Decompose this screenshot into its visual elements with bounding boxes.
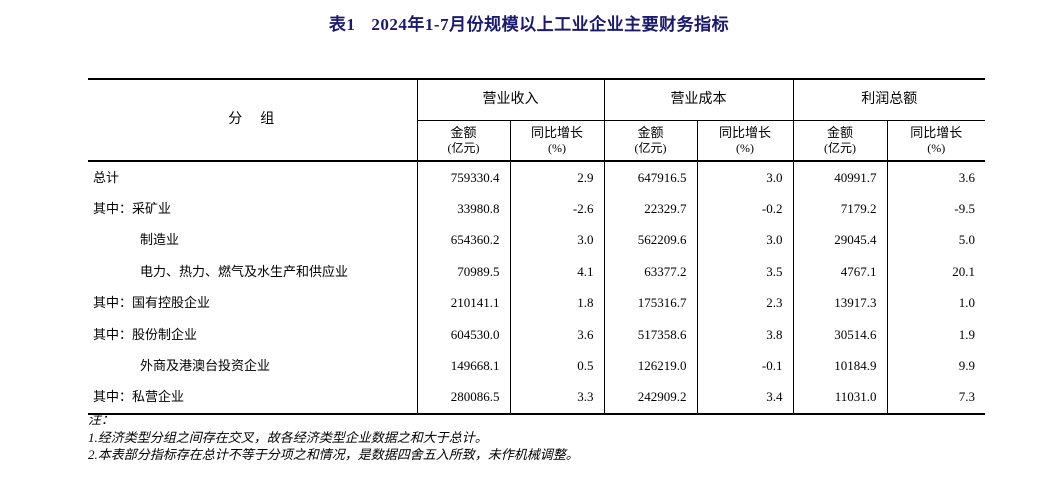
cost-growth: 3.0 xyxy=(696,224,793,257)
profit-growth: 5.0 xyxy=(886,224,985,257)
cost-amount: 562209.6 xyxy=(603,224,697,257)
revenue-growth: 3.6 xyxy=(509,318,604,351)
cost-growth: 3.8 xyxy=(696,318,793,351)
revenue-growth: -2.6 xyxy=(509,193,604,225)
cost-amount: 22329.7 xyxy=(603,193,697,225)
subheader-growth-label: 同比增长 xyxy=(530,124,583,140)
revenue-growth: 4.1 xyxy=(509,256,604,288)
revenue-growth: 3.3 xyxy=(509,381,604,416)
financial-indicators-table: 分 组 营业收入 营业成本 利润总额 金额 (亿元) 同比增长 (%) 金额 (… xyxy=(88,78,985,416)
revenue-amount: 33980.8 xyxy=(416,193,510,225)
header-operating-cost: 营业成本 xyxy=(603,78,793,121)
row-label: 总计 xyxy=(93,169,120,185)
revenue-amount: 280086.5 xyxy=(416,381,510,416)
subheader-amount-label: 金额 xyxy=(450,124,477,140)
subheader-growth-label: 同比增长 xyxy=(910,124,963,140)
revenue-growth: 0.5 xyxy=(509,350,604,382)
profit-amount: 40991.7 xyxy=(792,161,887,194)
notes-heading: 注： xyxy=(88,412,115,427)
revenue-growth: 1.8 xyxy=(509,287,604,319)
revenue-amount: 210141.1 xyxy=(416,287,510,319)
header-total-profit: 利润总额 xyxy=(792,78,985,121)
profit-amount: 10184.9 xyxy=(792,350,887,382)
profit-amount: 7179.2 xyxy=(792,193,887,225)
row-label: 其中：股份制企业 xyxy=(93,326,198,342)
table-row-state-holding: 其中：国有控股企业 210141.1 1.8 175316.7 2.3 1391… xyxy=(88,287,985,319)
profit-growth: 1.9 xyxy=(886,318,985,351)
profit-growth: -9.5 xyxy=(886,193,985,225)
cost-growth: 3.4 xyxy=(696,381,793,416)
revenue-amount: 759330.4 xyxy=(416,161,510,194)
row-label: 其中：私营企业 xyxy=(88,381,417,416)
cost-amount: 517358.6 xyxy=(603,318,697,351)
profit-growth: 7.3 xyxy=(886,381,985,416)
cost-growth: 3.5 xyxy=(696,256,793,288)
subheader-growth-unit: (%) xyxy=(548,141,566,156)
revenue-amount: 70989.5 xyxy=(416,256,510,288)
row-label: 其中：国有控股企业 xyxy=(93,295,211,311)
row-label: 电力、热力、燃气及水生产和供应业 xyxy=(140,263,349,279)
profit-amount: 11031.0 xyxy=(792,381,887,416)
table-row-utilities: 电力、热力、燃气及水生产和供应业 70989.5 4.1 63377.2 3.5… xyxy=(88,256,985,288)
row-label: 其中：采矿业 xyxy=(93,200,172,216)
subheader-profit-growth: 同比增长 (%) xyxy=(886,120,985,162)
subheader-cost-growth: 同比增长 (%) xyxy=(696,120,793,162)
table-title-text: 2024年1-7月份规模以上工业企业主要财务指标 xyxy=(371,15,730,34)
cost-amount: 647916.5 xyxy=(603,161,697,194)
profit-growth: 3.6 xyxy=(886,161,985,194)
subheader-amount-label: 金额 xyxy=(826,124,853,140)
header-operating-revenue: 营业收入 xyxy=(416,78,604,121)
cost-amount: 175316.7 xyxy=(603,287,697,319)
profit-amount: 30514.6 xyxy=(792,318,887,351)
table-row-private: 其中：私营企业 280086.5 3.3 242909.2 3.4 11031.… xyxy=(88,381,985,416)
note-item-2: 2.本表部分指标存在总计不等于分项之和情况，是数据四舍五入所致，未作机械调整。 xyxy=(88,447,579,462)
row-label: 制造业 xyxy=(140,232,180,248)
header-group-column: 分 组 xyxy=(88,78,417,162)
table-notes: 注： 1.经济类型分组之间存在交叉，故各经济类型企业数据之和大于总计。 2.本表… xyxy=(88,411,579,464)
subheader-growth-unit: (%) xyxy=(927,141,946,156)
profit-amount: 4767.1 xyxy=(792,256,887,288)
subheader-growth-label: 同比增长 xyxy=(718,124,771,140)
revenue-growth: 2.9 xyxy=(509,161,604,194)
note-item-1: 1.经济类型分组之间存在交叉，故各经济类型企业数据之和大于总计。 xyxy=(88,429,488,445)
profit-amount: 13917.3 xyxy=(792,287,887,319)
subheader-revenue-growth: 同比增长 (%) xyxy=(509,120,604,162)
table-row-mining: 其中：采矿业 33980.8 -2.6 22329.7 -0.2 7179.2 … xyxy=(88,193,985,225)
row-label: 外商及港澳台投资企业 xyxy=(140,357,271,373)
subheader-amount-unit: (亿元) xyxy=(447,141,480,156)
table-title: 表1 2024年1-7月份规模以上工业企业主要财务指标 xyxy=(0,10,1058,35)
subheader-growth-unit: (%) xyxy=(736,141,754,156)
subheader-amount-unit: (亿元) xyxy=(824,141,856,156)
subheader-profit-amount: 金额 (亿元) xyxy=(792,120,887,162)
revenue-growth: 3.0 xyxy=(509,224,604,257)
profit-growth: 1.0 xyxy=(886,287,985,319)
table-row-manufacturing: 制造业 654360.2 3.0 562209.6 3.0 29045.4 5.… xyxy=(88,224,985,257)
table-row-total: 总计 759330.4 2.9 647916.5 3.0 40991.7 3.6 xyxy=(88,161,985,194)
table-number: 表1 xyxy=(328,15,356,34)
cost-amount: 126219.0 xyxy=(603,350,697,382)
cost-growth: 2.3 xyxy=(696,287,793,319)
cost-growth: -0.2 xyxy=(696,193,793,225)
profit-growth: 9.9 xyxy=(886,350,985,382)
cost-amount: 63377.2 xyxy=(603,256,697,288)
table-row-share-holding: 其中：股份制企业 604530.0 3.6 517358.6 3.8 30514… xyxy=(88,318,985,351)
cost-growth: -0.1 xyxy=(696,350,793,382)
subheader-cost-amount: 金额 (亿元) xyxy=(603,120,697,162)
revenue-amount: 149668.1 xyxy=(416,350,510,382)
revenue-amount: 654360.2 xyxy=(416,224,510,257)
cost-amount: 242909.2 xyxy=(603,381,697,416)
subheader-revenue-amount: 金额 (亿元) xyxy=(416,120,510,162)
cost-growth: 3.0 xyxy=(696,161,793,194)
subheader-amount-label: 金额 xyxy=(637,124,664,140)
profit-growth: 20.1 xyxy=(886,256,985,288)
subheader-amount-unit: (亿元) xyxy=(634,141,667,156)
profit-amount: 29045.4 xyxy=(792,224,887,257)
revenue-amount: 604530.0 xyxy=(416,318,510,351)
table-row-foreign-invested: 外商及港澳台投资企业 149668.1 0.5 126219.0 -0.1 10… xyxy=(88,350,985,382)
